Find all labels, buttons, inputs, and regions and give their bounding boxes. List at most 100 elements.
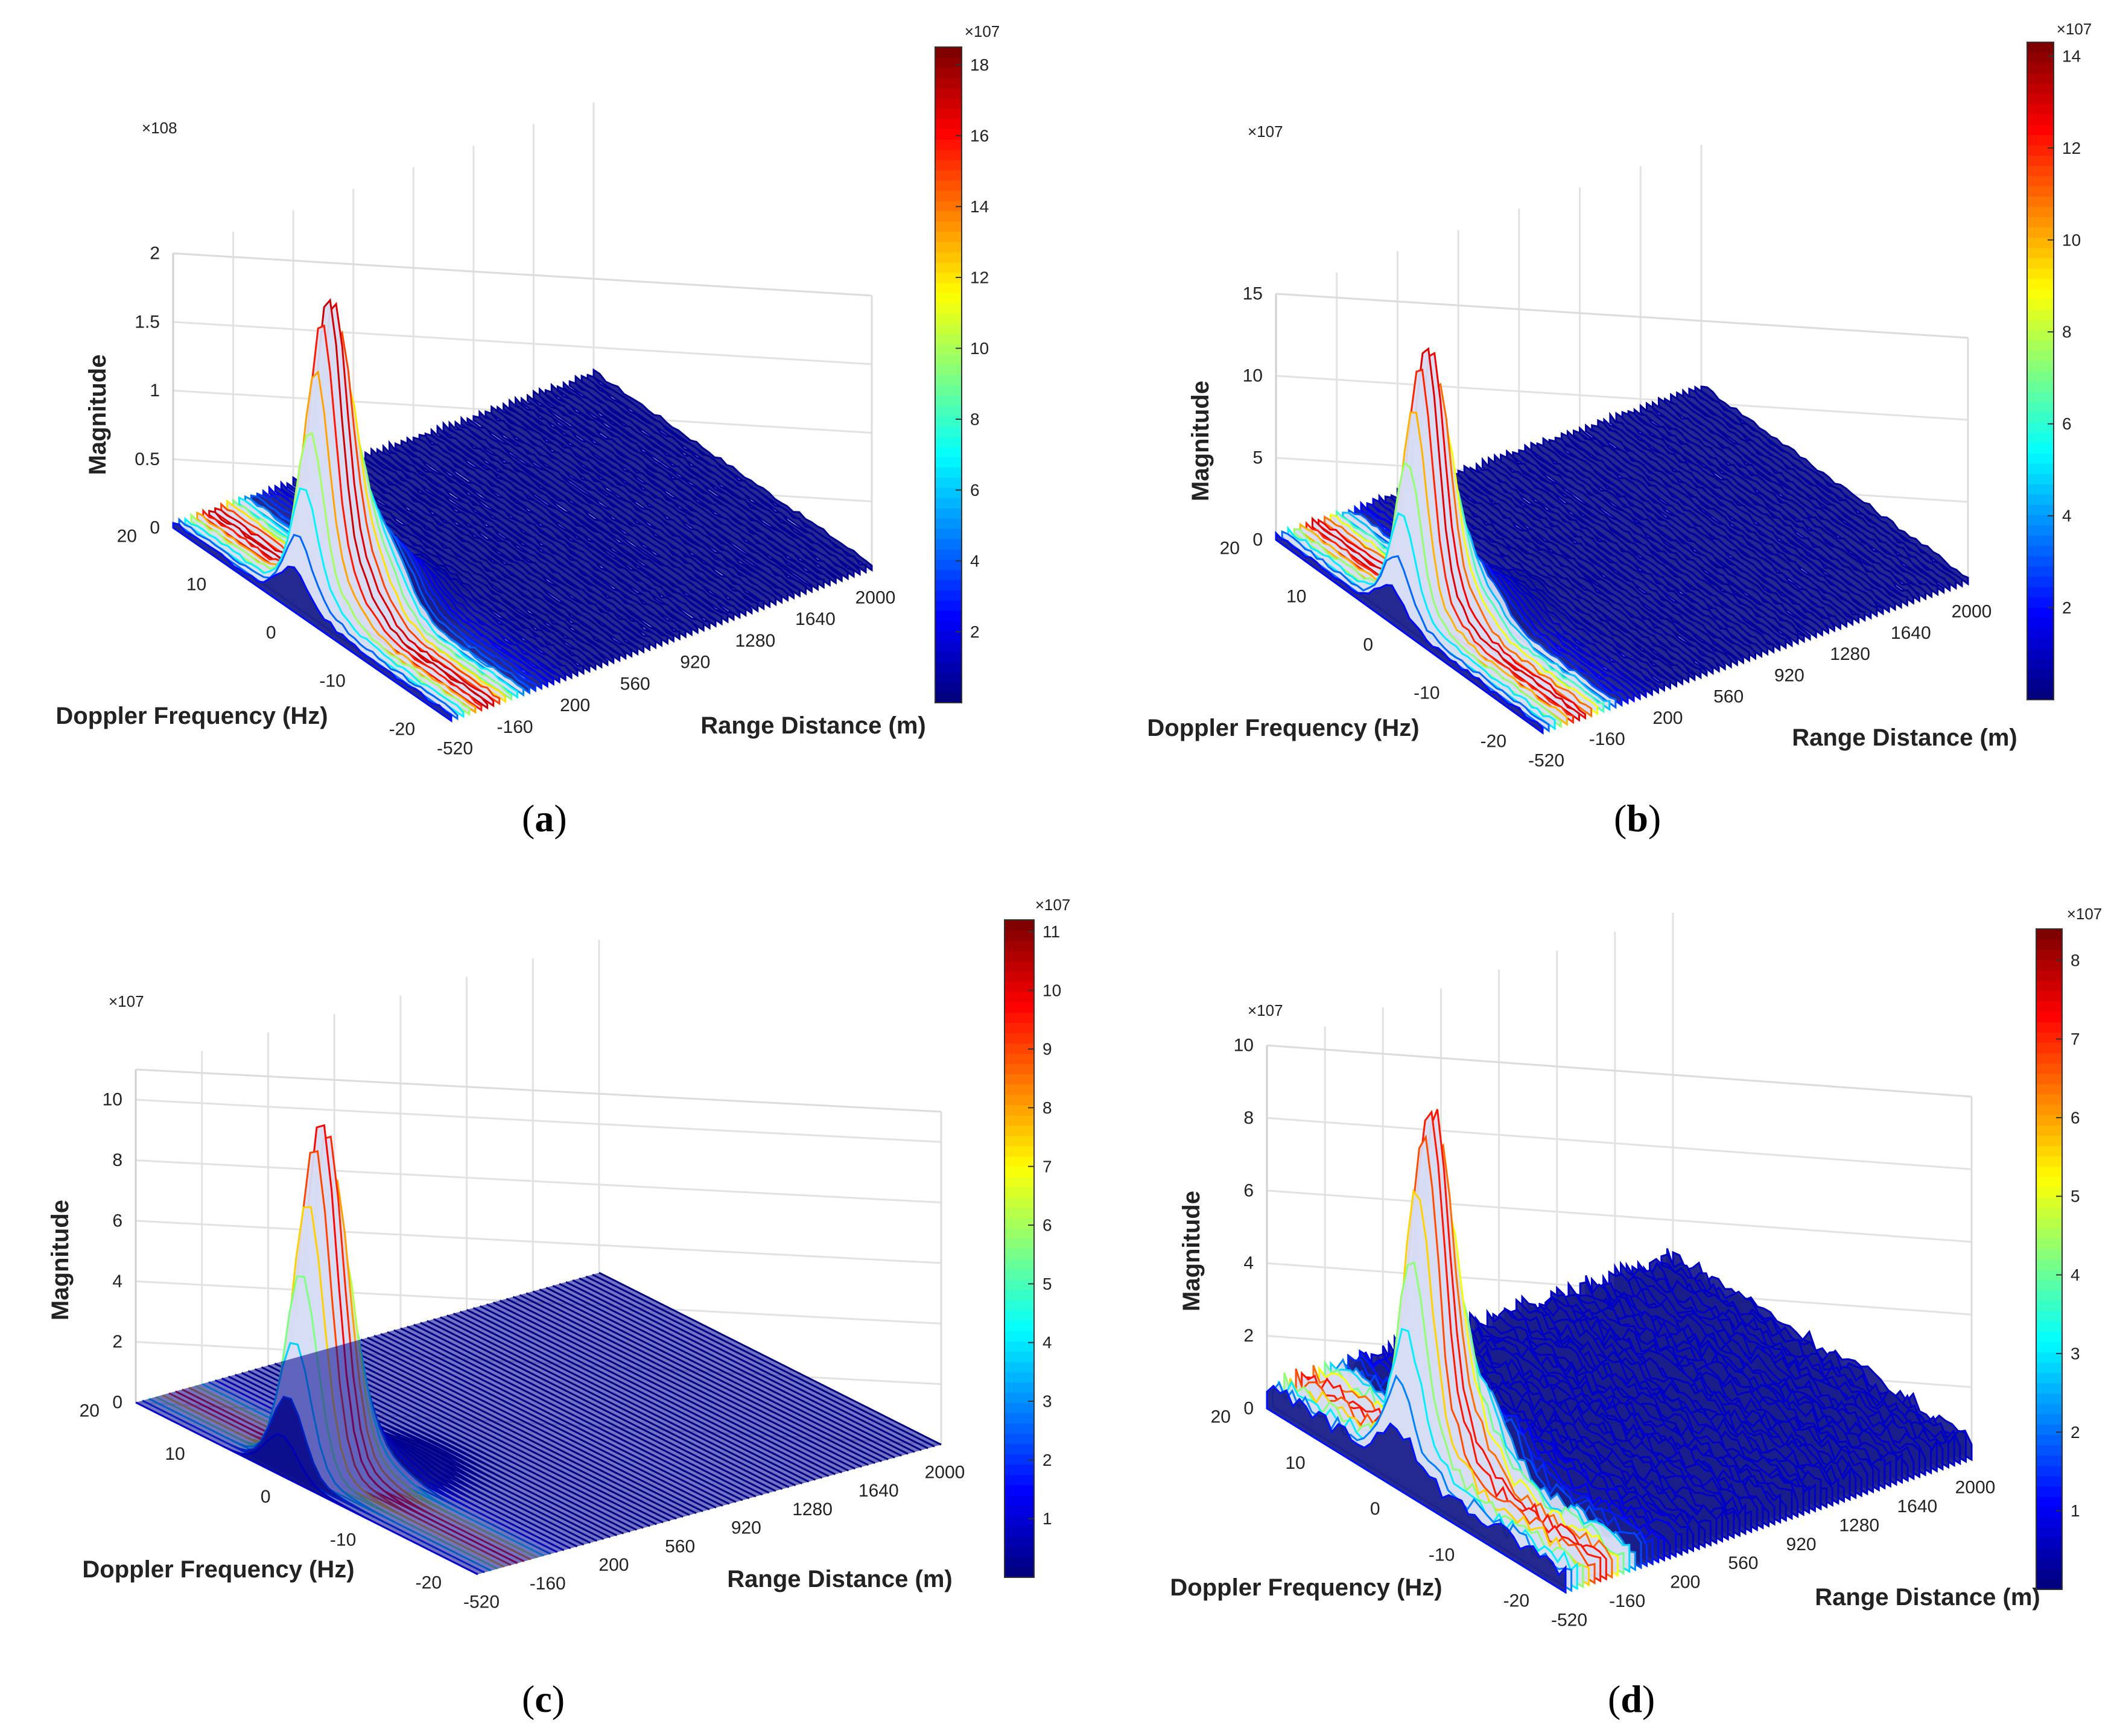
colorbar-segment [2027,638,2054,649]
colorbar-segment [1005,1186,1034,1198]
colorbar-segment [1005,1135,1034,1147]
axes: 20100-10-20-520-160200560920128016402000… [47,992,965,1612]
surface-slice [406,436,687,639]
surface-slice [442,421,723,626]
colorbar-segment [2036,1114,2062,1126]
colorbar-segment [2036,1455,2062,1466]
surface-slice [515,396,795,600]
surface-slice [1457,469,1726,671]
y-axis-label: Range Distance (m) [1792,724,2017,751]
z-exponent: ×107 [109,992,144,1010]
colorbar: 2 4 6 8 10 12 14 16 18 ×107 [935,22,1000,703]
colorbar-segment [2036,1279,2062,1291]
colorbar-segment [935,610,962,621]
colorbar-segment [935,47,962,58]
surface-slice [436,424,717,628]
colorbar-segment [935,405,962,417]
colorbar-segment [2036,1166,2062,1177]
colorbar-segment [935,457,962,467]
y-tick-label: 200 [1652,708,1683,728]
chart-panel-a: 20100-10-20-520-160200560920128016402000… [56,22,1000,759]
colorbar-segment [2027,432,2054,443]
surface [135,1124,942,1576]
surface-slice [418,434,699,635]
colorbar-segment [2036,939,2062,950]
colorbar-segment [1005,1012,1034,1023]
colorbar-segment [935,272,962,284]
surface-floor [136,1273,941,1574]
colorbar-segment [2027,227,2054,238]
colorbar-segment [2036,1321,2062,1332]
colorbar-tick-label: 8 [970,410,980,428]
box-edge [173,252,872,297]
colorbar-segment [2027,278,2054,290]
z-tick-label: 0 [1243,1399,1254,1419]
colorbar-segment [2027,648,2054,659]
colorbar-segment [2036,1021,2062,1033]
surface-slice [430,428,711,630]
surface-slice [454,420,735,621]
surface-slice [497,405,777,606]
surface-slice [1275,531,1544,735]
colorbar-segment [2036,1218,2062,1229]
z-exponent: ×108 [142,119,177,137]
surface [1266,1109,1973,1594]
colorbar-segment [2036,1414,2062,1425]
colorbar-segment [2027,104,2054,115]
y-tick-label: 200 [1670,1573,1700,1592]
y-tick-label: 1640 [795,609,836,629]
colorbar-segment [1005,1279,1034,1290]
colorbar-segment [935,303,962,314]
colorbar-segment [2027,217,2054,228]
colorbar-segment [2027,504,2054,516]
colorbar-segment [2036,1331,2062,1342]
colorbar: 2 4 6 8 10 12 14 ×107 [2027,20,2092,700]
colorbar-segment [1005,1556,1034,1568]
colorbar-segment [1005,1022,1034,1033]
surface-slice [1289,1188,1590,1587]
colorbar-segment [935,252,962,263]
colorbar-segment [1005,981,1034,992]
colorbar-segment [935,477,962,488]
x-tick-label: -20 [389,720,415,740]
x-tick-label: -10 [1429,1545,1455,1565]
colorbar-segment [2027,525,2054,536]
colorbar-segment [1005,1331,1034,1342]
y-tick-label: 1280 [792,1500,833,1519]
y-tick-label: 1280 [735,631,775,651]
surface-slice [580,374,861,576]
colorbar-exponent: ×107 [965,22,1000,40]
x-tick-label: -20 [1481,732,1506,752]
colorbar-segment [2036,970,2062,981]
colorbar-tick-label: 11 [1043,922,1060,941]
colorbar-segment [2036,1259,2062,1270]
colorbar-segment [2036,1135,2062,1146]
colorbar-segment [2036,1269,2062,1281]
colorbar-tick-label: 8 [1043,1098,1052,1117]
x-tick-label: 10 [1285,1453,1305,1473]
chart-panel-d: 20100-10-20-520-160200560920128016402000… [1170,905,2102,1630]
colorbar-segment [2027,186,2054,197]
surface-slice [202,324,483,712]
colorbar-segment [1005,1217,1034,1229]
colorbar-segment [935,364,962,376]
y-tick-label: -160 [1589,729,1625,749]
surface-slice [1603,417,1872,620]
colorbar-segment [2036,1383,2062,1394]
colorbar-segment [2027,247,2054,259]
surface-slice [382,443,662,647]
colorbar-segment [2036,1497,2062,1507]
colorbar-segment [2027,258,2054,269]
colorbar-segment [935,426,962,437]
colorbar-segment [1005,1259,1034,1270]
x-tick-label: 0 [1363,635,1373,655]
colorbar-segment [2027,412,2054,423]
colorbar-segment [1005,940,1034,951]
colorbar-segment [2036,1434,2062,1446]
colorbar-segment [2036,949,2062,960]
surface-slice [1451,471,1720,673]
colorbar-segment [935,662,962,673]
colorbar-segment [2027,350,2054,361]
colorbar-segment [935,375,962,386]
